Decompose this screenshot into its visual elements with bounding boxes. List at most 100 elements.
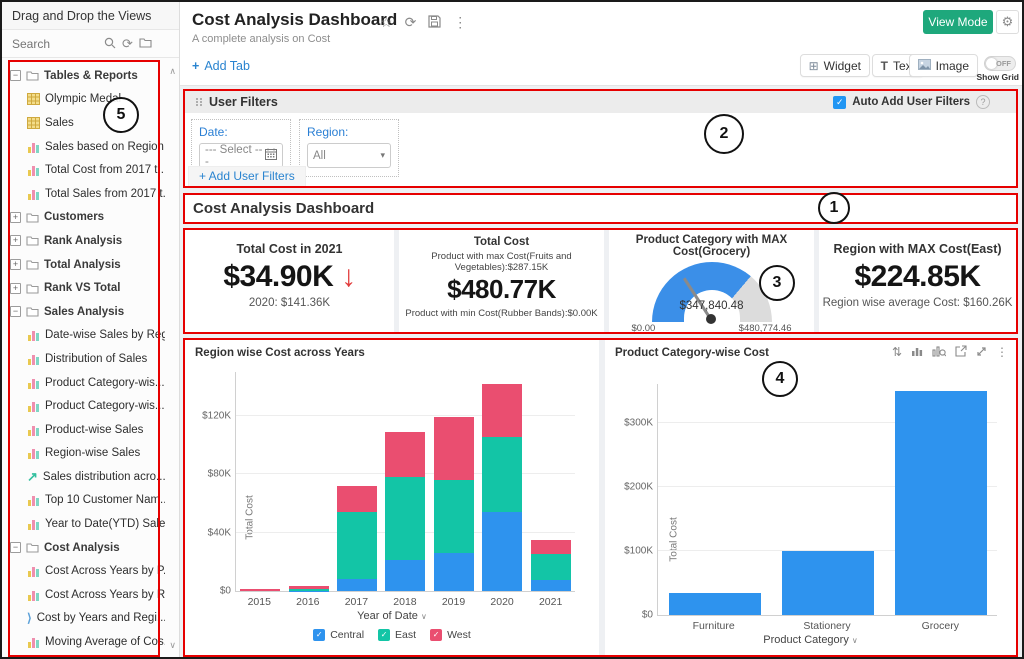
- more-options-icon[interactable]: ⋮: [453, 14, 468, 30]
- region-filter-select[interactable]: All ▾: [307, 143, 391, 168]
- sort-icon[interactable]: ⇅: [891, 345, 902, 359]
- sidebar-item-moving-average-of-cos[interactable]: Moving Average of Cos...: [2, 630, 165, 654]
- settings-gear-button[interactable]: ⚙: [996, 10, 1019, 34]
- expander-icon[interactable]: −: [10, 306, 21, 318]
- legend-checkbox[interactable]: ✓: [313, 629, 326, 641]
- bar-segment-west[interactable]: [385, 431, 426, 478]
- bar-category-stationery[interactable]: [781, 384, 874, 615]
- bar-segment-east[interactable]: [482, 436, 523, 513]
- bar-year-2019[interactable]: [433, 372, 474, 591]
- bar-year-2021[interactable]: [530, 372, 571, 591]
- bar-segment-central[interactable]: [482, 512, 523, 591]
- bar-segment-central[interactable]: [433, 553, 474, 591]
- bar-year-2018[interactable]: [385, 372, 426, 591]
- sidebar-item-product-wise-sales[interactable]: Product-wise Sales: [2, 418, 165, 442]
- sidebar-item-sales[interactable]: Sales: [2, 111, 165, 135]
- bar-segment-west[interactable]: [530, 540, 571, 554]
- refresh-icon[interactable]: ⟳: [122, 36, 133, 51]
- sidebar-item-tables-reports[interactable]: − Tables & Reports: [2, 64, 165, 88]
- image-button[interactable]: Image: [908, 54, 978, 77]
- sidebar-item-sales-based-on-region[interactable]: Sales based on Region: [2, 135, 165, 159]
- drag-grip-icon[interactable]: [195, 97, 203, 107]
- sidebar-item-product-category-wis[interactable]: Product Category-wis...: [2, 394, 165, 418]
- open-in-new-icon[interactable]: [955, 345, 967, 359]
- sidebar-item-cost-across-years-by-r[interactable]: Cost Across Years by R...: [2, 583, 165, 607]
- search-input[interactable]: [12, 36, 98, 51]
- sidebar-item-cost-across-years-by-p[interactable]: Cost Across Years by P...: [2, 559, 165, 583]
- legend-item-west[interactable]: ✓ West: [430, 629, 471, 641]
- sidebar-item-year-to-date-ytd-sale[interactable]: Year to Date(YTD) Sale...: [2, 512, 165, 536]
- bar-segment-east[interactable]: [288, 588, 329, 591]
- bar-segment-east[interactable]: [385, 477, 426, 561]
- sidebar-item-olympic-medal[interactable]: Olympic Medal: [2, 88, 165, 112]
- expander-icon[interactable]: +: [10, 259, 21, 271]
- sidebar-item-customers[interactable]: + Customers: [2, 206, 165, 230]
- expander-icon[interactable]: +: [10, 235, 21, 247]
- bar-segment-central[interactable]: [385, 560, 426, 591]
- sidebar-item-total-sales-from-2017-t[interactable]: Total Sales from 2017 t..: [2, 182, 165, 206]
- bar-segment-west[interactable]: [433, 416, 474, 481]
- sidebar-item-rank-vs-total[interactable]: + Rank VS Total: [2, 276, 165, 300]
- sidebar-item-cost-by-years-and-regi[interactable]: ⟩ Cost by Years and Regi...: [2, 607, 165, 631]
- sidebar-item-product-category-wis[interactable]: Product Category-wis...: [2, 371, 165, 395]
- more-options-icon[interactable]: ⋮: [996, 345, 1008, 359]
- bar-segment-product category-wise cost[interactable]: [894, 391, 987, 615]
- sidebar-item-total-analysis[interactable]: + Total Analysis: [2, 253, 165, 277]
- sidebar-item-cost-analysis[interactable]: − Cost Analysis: [2, 536, 165, 560]
- legend-checkbox[interactable]: ✓: [378, 629, 391, 641]
- drill-data-icon[interactable]: [932, 345, 947, 359]
- add-tab-button[interactable]: + Add Tab: [192, 59, 250, 73]
- legend-checkbox[interactable]: ✓: [430, 629, 443, 641]
- show-grid-toggle[interactable]: OFF: [984, 56, 1016, 71]
- date-filter-select[interactable]: --- Select ---: [199, 143, 283, 168]
- bar-segment-central[interactable]: [530, 580, 571, 591]
- favorite-star-icon[interactable]: ☆: [380, 14, 393, 30]
- sidebar-item-date-wise-sales-by-reg[interactable]: Date-wise Sales by Reg...: [2, 324, 165, 348]
- legend-item-east[interactable]: ✓ East: [378, 629, 416, 641]
- sidebar-item-rank-analysis[interactable]: + Rank Analysis: [2, 229, 165, 253]
- sidebar-item-region-wise-sales[interactable]: Region-wise Sales: [2, 442, 165, 466]
- bar-category-grocery[interactable]: [894, 384, 987, 615]
- search-icon[interactable]: [104, 37, 116, 51]
- save-icon[interactable]: [428, 14, 441, 31]
- bar-segment-east[interactable]: [433, 480, 474, 554]
- scroll-up-arrow[interactable]: ∧: [169, 66, 176, 76]
- expander-icon[interactable]: −: [10, 70, 21, 82]
- expander-icon[interactable]: +: [10, 211, 21, 223]
- bar-year-2016[interactable]: [288, 372, 329, 591]
- refresh-dashboard-icon[interactable]: ⟳: [404, 14, 417, 30]
- bar-year-2020[interactable]: [482, 372, 523, 591]
- bar-segment-west[interactable]: [288, 586, 329, 589]
- x-axis-label[interactable]: Product Category ∨: [763, 634, 858, 646]
- sidebar-item-distribution-of-sales[interactable]: Distribution of Sales: [2, 347, 165, 371]
- bar-category-furniture[interactable]: [668, 384, 761, 615]
- x-axis-label[interactable]: Year of Date ∨: [357, 610, 427, 622]
- bar-segment-east[interactable]: [530, 553, 571, 581]
- expander-icon[interactable]: +: [10, 282, 21, 294]
- sidebar-item-sales-analysis[interactable]: − Sales Analysis: [2, 300, 165, 324]
- chart-type-icon[interactable]: [911, 345, 923, 359]
- sidebar-item-top-10-customer-nam[interactable]: Top 10 Customer Nam...: [2, 489, 165, 513]
- view-mode-button[interactable]: View Mode: [923, 10, 993, 34]
- expander-icon[interactable]: −: [10, 542, 21, 554]
- bar-segment-west[interactable]: [482, 384, 523, 437]
- widget-button[interactable]: ⊞ Widget: [799, 54, 870, 77]
- expand-icon[interactable]: [976, 346, 987, 359]
- bar-year-2017[interactable]: [337, 372, 378, 591]
- bar-segment-west[interactable]: [240, 588, 281, 591]
- scroll-down-arrow[interactable]: ∨: [169, 640, 176, 650]
- bar-segment-product category-wise cost[interactable]: [781, 550, 874, 615]
- bar-segment-west[interactable]: [337, 485, 378, 513]
- bar-year-2015[interactable]: [240, 372, 281, 591]
- legend-item-central[interactable]: ✓ Central: [313, 629, 364, 641]
- sidebar-item-sales-distribution-acro[interactable]: ↗ Sales distribution acro...: [2, 465, 165, 489]
- gauge-chart[interactable]: $347,840.48 $0.00 $480,774.46: [632, 262, 792, 334]
- sidebar-item-total-cost-from-2017-t[interactable]: Total Cost from 2017 t..: [2, 158, 165, 182]
- bar-segment-east[interactable]: [337, 512, 378, 580]
- add-user-filters-link[interactable]: + Add User Filters: [188, 166, 306, 186]
- folder-view-icon[interactable]: [139, 37, 152, 50]
- auto-add-checkbox[interactable]: ✓: [833, 95, 847, 109]
- bar-segment-product category-wise cost[interactable]: [668, 592, 761, 615]
- help-icon[interactable]: ?: [976, 95, 990, 109]
- bar-segment-central[interactable]: [337, 579, 378, 591]
